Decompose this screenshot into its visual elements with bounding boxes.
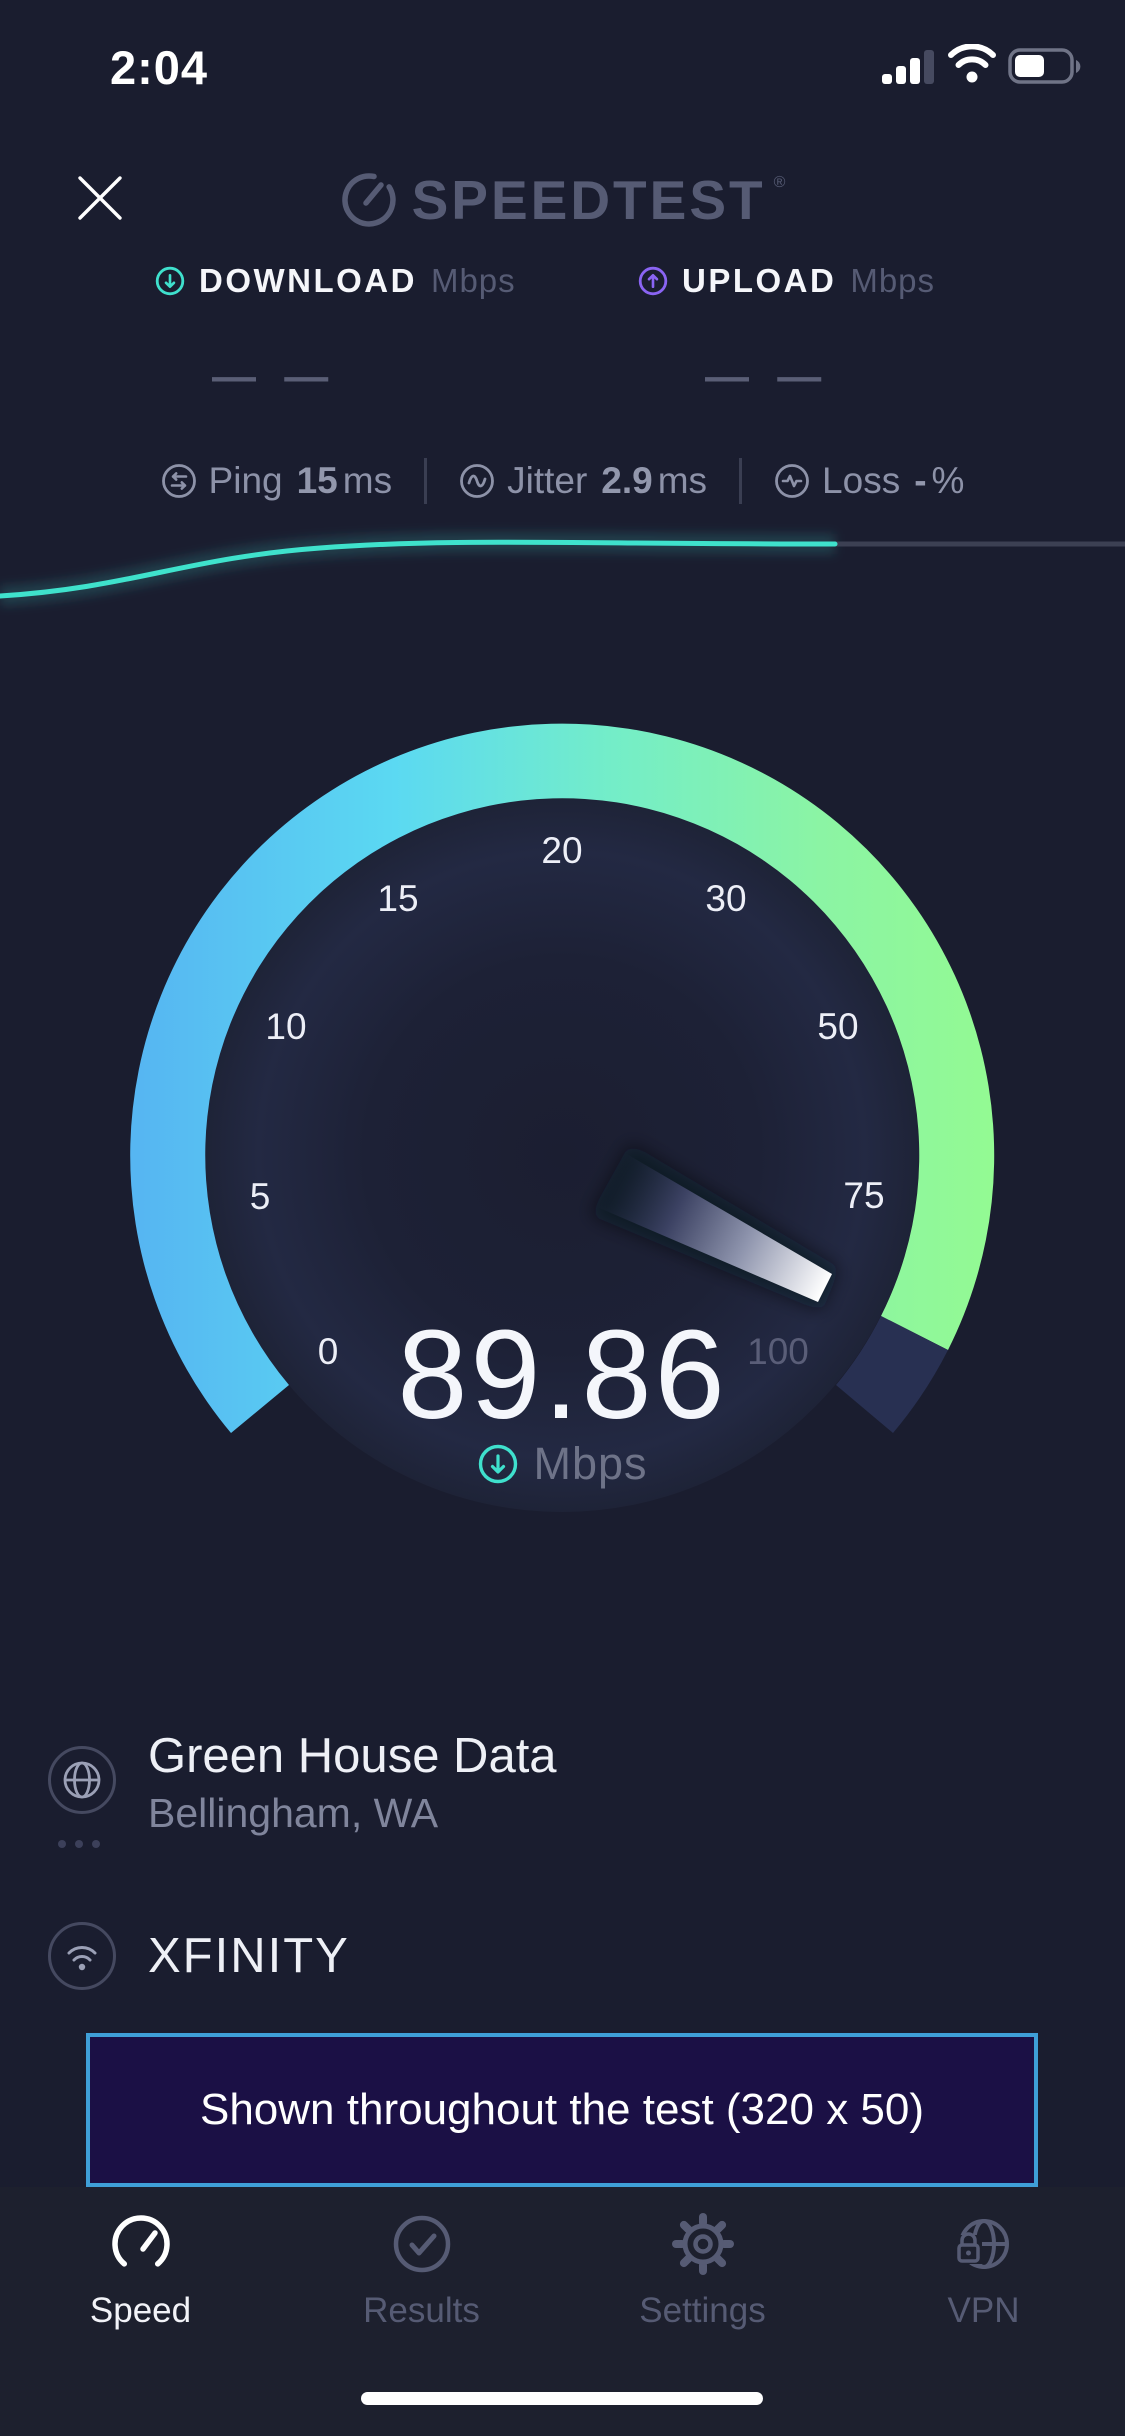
- speed-gauge-icon: [111, 2215, 170, 2267]
- loss-stat: Loss - %: [774, 460, 964, 502]
- current-speed-unit: Mbps: [533, 1438, 648, 1489]
- gauge-tick: 0: [318, 1331, 339, 1372]
- download-label: DOWNLOAD: [199, 262, 417, 299]
- gauge-tick: 10: [265, 1006, 306, 1047]
- tab-settings[interactable]: Settings: [562, 2187, 843, 2436]
- download-value-placeholder: — —: [212, 352, 337, 401]
- tab-settings-label: Settings: [639, 2291, 766, 2330]
- upload-value-placeholder: — —: [705, 352, 830, 401]
- wifi-small-icon: [67, 1946, 97, 1971]
- upload-unit: Mbps: [850, 262, 936, 299]
- tab-vpn[interactable]: VPN: [843, 2187, 1124, 2436]
- ping-icon: [161, 464, 196, 498]
- results-check-icon: [393, 2215, 450, 2273]
- isp-ring: [48, 1922, 116, 1990]
- home-indicator[interactable]: [361, 2392, 763, 2405]
- ping-value: 15: [296, 460, 338, 501]
- loss-label: Loss: [822, 460, 901, 501]
- tab-speed-label: Speed: [89, 2291, 192, 2330]
- logo-wordmark: SPEEDTEST: [411, 169, 766, 231]
- jitter-label: Jitter: [507, 460, 588, 501]
- gauge-arc-remainder: [836, 1316, 948, 1433]
- divider: [739, 458, 743, 504]
- jitter-stat: Jitter 2.9 ms: [459, 460, 707, 502]
- current-speed-value: 89.86: [397, 1304, 728, 1445]
- upload-label: UPLOAD: [682, 262, 837, 299]
- ping-unit: ms: [342, 460, 393, 501]
- current-speed-unit-row: Mbps: [0, 1438, 1125, 1490]
- upload-arrow-icon: [638, 266, 668, 296]
- gauge-tick-max: 100: [747, 1331, 809, 1372]
- upload-header: UPLOAD Mbps: [638, 257, 935, 305]
- download-header: DOWNLOAD Mbps: [155, 257, 516, 305]
- server-name: Green House Data: [148, 1729, 557, 1783]
- gauge-tick: 50: [817, 1006, 858, 1047]
- jitter-icon: [460, 464, 494, 498]
- settings-gear-icon: [671, 2213, 734, 2275]
- server-options-menu[interactable]: [58, 1840, 100, 1848]
- loss-value: -: [914, 460, 927, 501]
- gauge-tick: 20: [541, 830, 582, 871]
- ad-text: Shown throughout the test (320 x 50): [199, 2085, 925, 2134]
- close-button[interactable]: [76, 174, 124, 222]
- gauge-tick: 30: [705, 878, 746, 919]
- globe-icon: [63, 1761, 101, 1799]
- download-arrow-icon: [479, 1444, 518, 1484]
- divider: [424, 458, 428, 504]
- gauge-tick: 75: [843, 1175, 884, 1216]
- vpn-globe-lock-icon: [954, 2219, 1009, 2269]
- cellular-signal-icon: [882, 50, 938, 84]
- speedtest-logo: SPEEDTEST ®: [0, 168, 1125, 232]
- registered-mark: ®: [773, 174, 786, 191]
- wifi-icon: [948, 44, 996, 83]
- tab-speed[interactable]: Speed: [0, 2187, 281, 2436]
- loss-unit: %: [931, 460, 965, 501]
- jitter-unit: ms: [657, 460, 708, 501]
- ping-stat: Ping 15 ms: [161, 460, 393, 502]
- server-ring: [48, 1746, 116, 1814]
- gauge-face: [205, 798, 919, 1512]
- jitter-value: 2.9: [601, 460, 653, 501]
- tab-vpn-label: VPN: [947, 2291, 1020, 2330]
- speed-gauge: 0 5 10 15 20 30 50 75 100: [130, 723, 995, 1512]
- isp-name: XFINITY: [148, 1929, 350, 1983]
- battery-icon: [1008, 48, 1081, 84]
- ad-banner[interactable]: Shown throughout the test (320 x 50): [86, 2033, 1038, 2187]
- status-time: 2:04: [110, 41, 209, 94]
- tab-results[interactable]: Results: [281, 2187, 562, 2436]
- server-location: Bellingham, WA: [148, 1790, 439, 1836]
- gauge-arc-filled: [130, 723, 995, 1433]
- loss-icon: [775, 464, 809, 498]
- speed-sparkline: [0, 532, 1125, 606]
- gauge-needle: [597, 1153, 832, 1302]
- latency-stats-row: Ping 15 ms Jitter 2.9 ms Loss - %: [0, 458, 1125, 504]
- tab-results-label: Results: [363, 2291, 480, 2330]
- speedtest-gauge-logo-icon: [341, 173, 396, 227]
- gauge-tick: 15: [377, 878, 418, 919]
- download-unit: Mbps: [430, 262, 516, 299]
- gauge-tick: 5: [250, 1176, 271, 1217]
- ping-label: Ping: [208, 460, 283, 501]
- download-arrow-icon: [155, 266, 185, 296]
